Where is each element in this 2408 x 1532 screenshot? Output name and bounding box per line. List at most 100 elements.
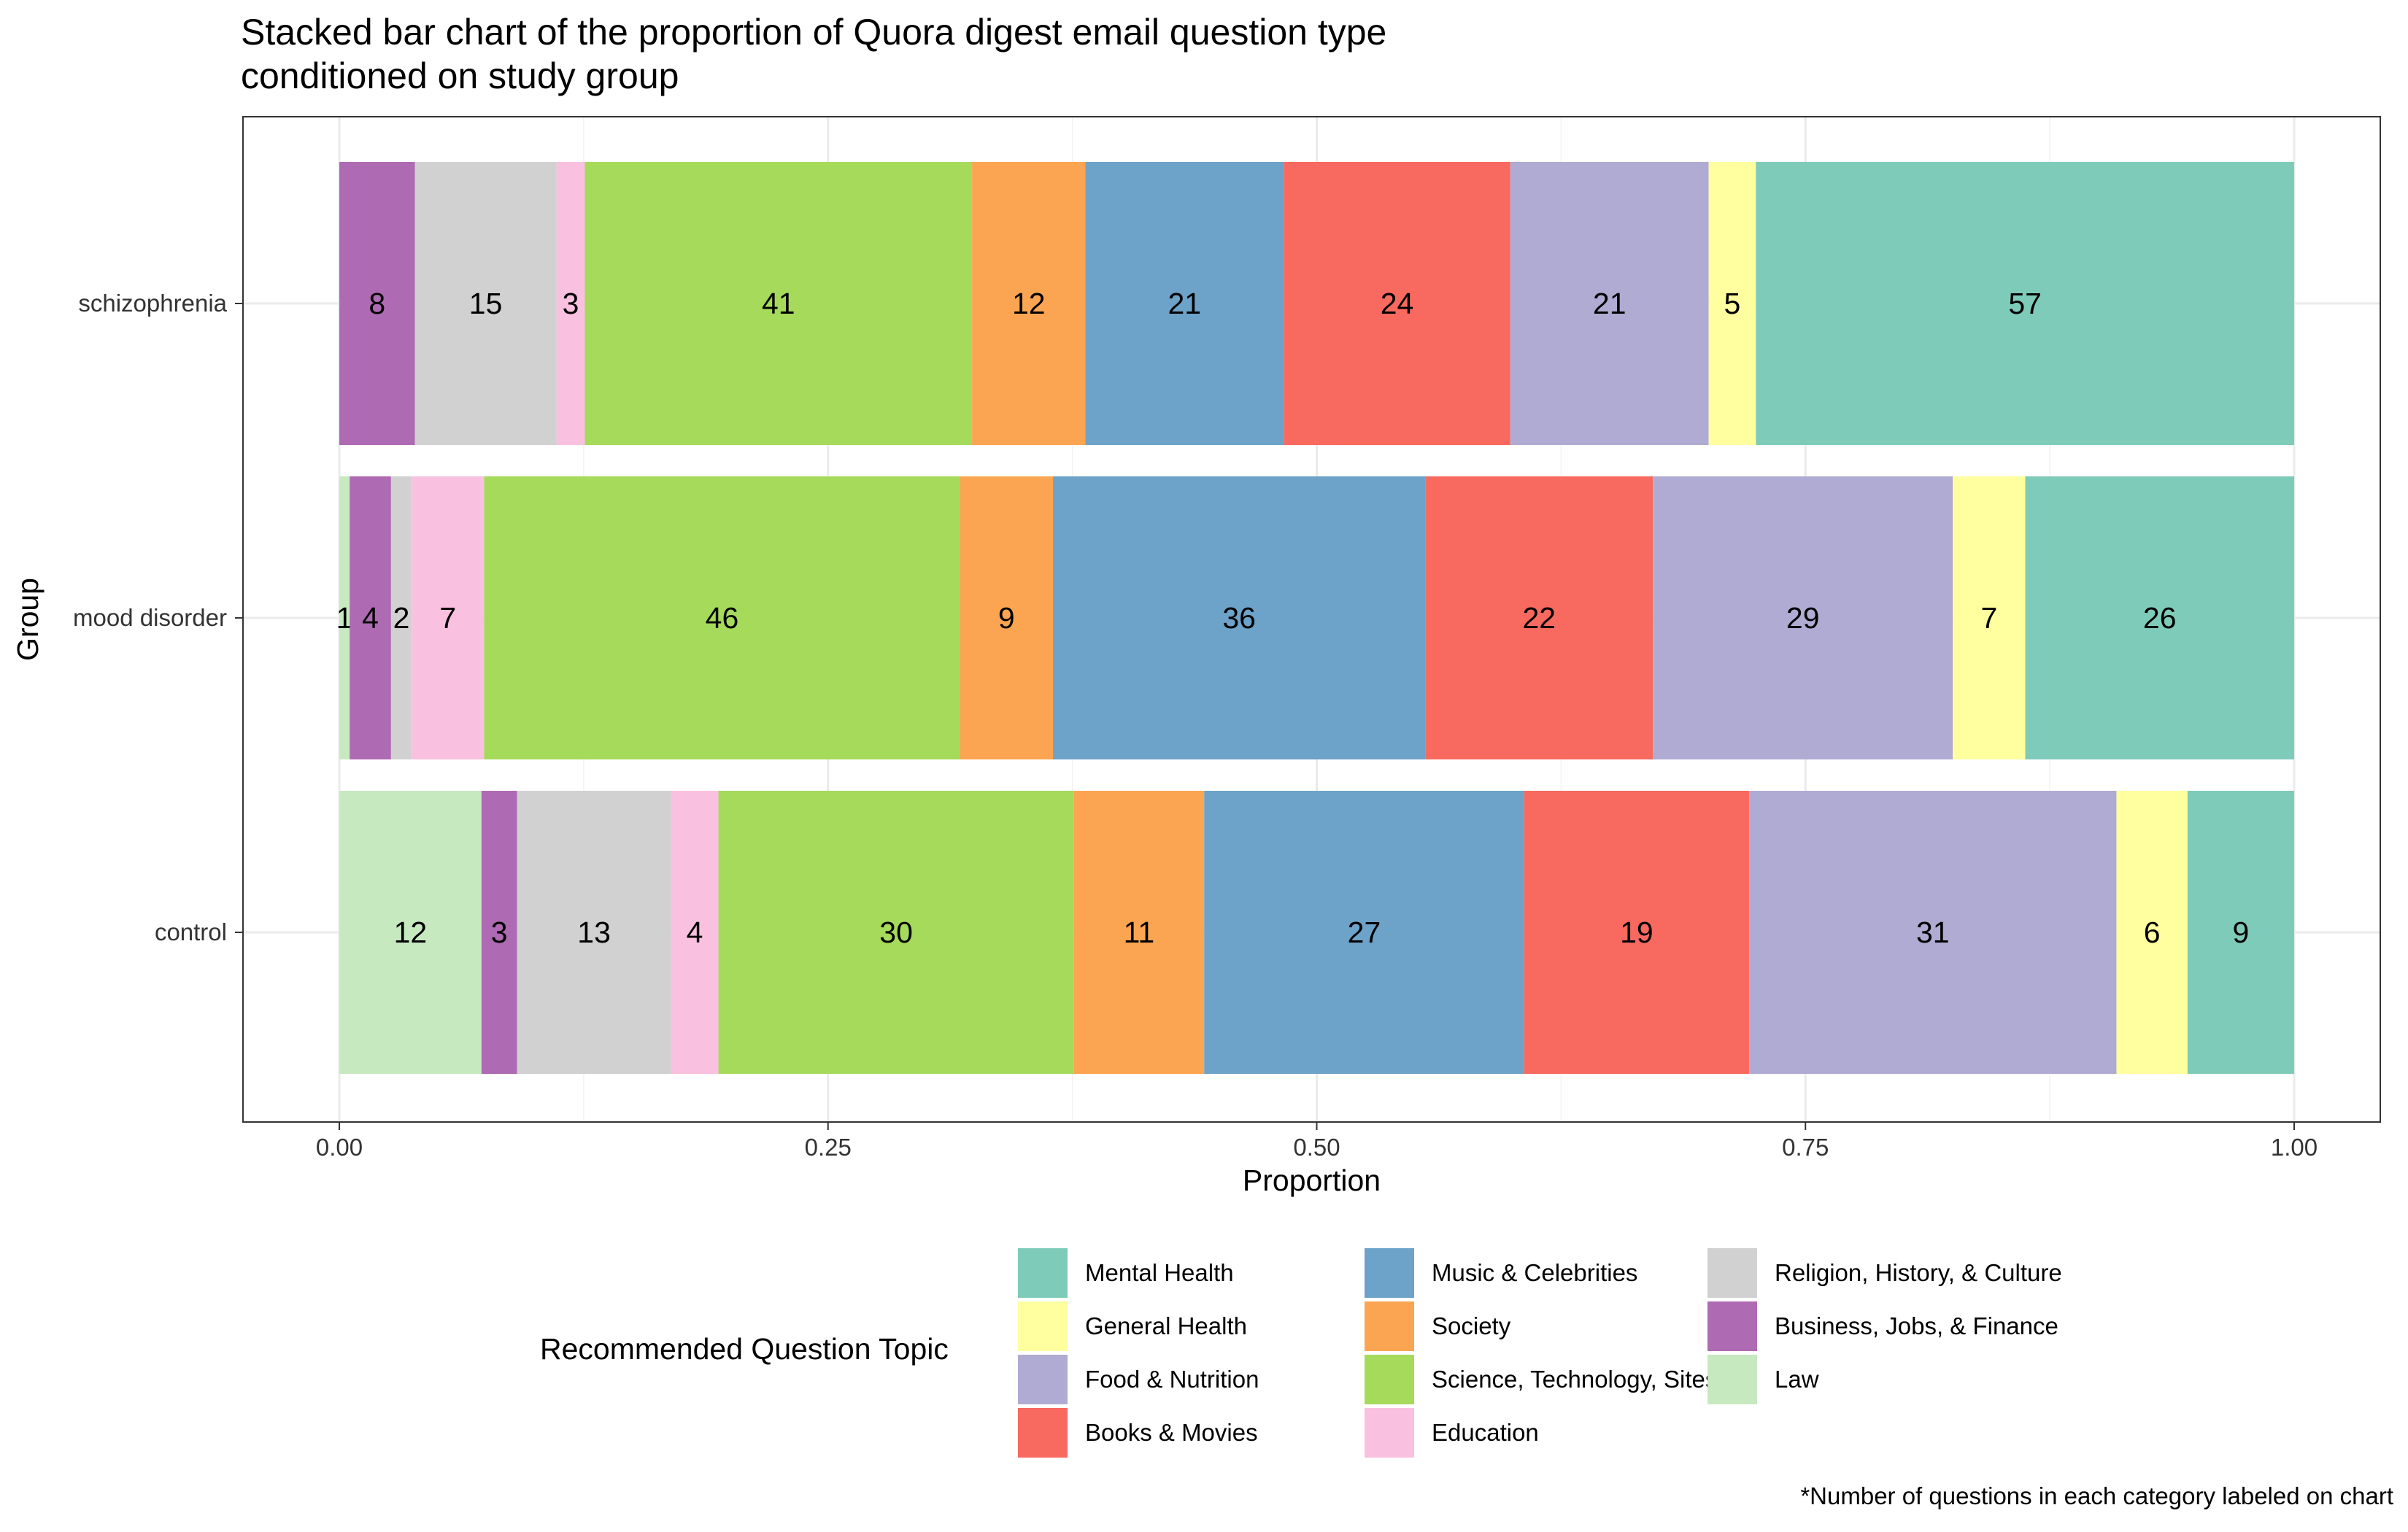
legend-key <box>1365 1407 1414 1458</box>
legend-key <box>1707 1247 1757 1298</box>
legend-key <box>1707 1354 1757 1404</box>
legend-label: Music & Celebrities <box>1432 1258 1638 1286</box>
legend-key <box>1018 1301 1068 1351</box>
segment-label: 11 <box>1124 916 1155 949</box>
segment-label: 7 <box>439 601 456 635</box>
legend-title: Recommended Question Topic <box>540 1332 949 1366</box>
segment-label: 19 <box>1620 916 1653 949</box>
bar-segment <box>1204 791 1524 1074</box>
legend-key <box>1018 1354 1068 1404</box>
legend-label: Religion, History, & Culture <box>1775 1258 2062 1286</box>
legend-key <box>1707 1301 1757 1351</box>
bar-segment <box>1756 162 2294 445</box>
legend-item: Food & Nutrition <box>1018 1353 1365 1406</box>
bar-segment <box>556 162 585 445</box>
bar-segment <box>1749 791 2117 1074</box>
segment-label: 2 <box>393 601 410 635</box>
x-tick-label: 0.50 <box>1293 1134 1340 1161</box>
legend: Mental Health General Health Food & Nutrit… <box>1018 1246 2087 1459</box>
segment-label: 3 <box>563 287 579 320</box>
segment-label: 41 <box>762 287 795 320</box>
legend-label: Books & Movies <box>1085 1418 1258 1446</box>
segment-label: 9 <box>998 601 1015 635</box>
bar-segment <box>517 791 671 1074</box>
segment-label: 15 <box>469 287 503 320</box>
x-tick-label: 0.00 <box>316 1134 363 1161</box>
legend-label: Education <box>1432 1418 1539 1446</box>
segment-label: 8 <box>368 287 385 320</box>
segment-label: 57 <box>2008 287 2042 320</box>
segment-label: 1 <box>336 601 353 635</box>
legend-item: Education <box>1365 1406 1707 1459</box>
segment-label: 9 <box>2233 916 2250 949</box>
segment-label: 21 <box>1593 287 1626 320</box>
bar-segment <box>484 476 960 759</box>
bar-segment <box>390 476 412 759</box>
bar-segment <box>1085 162 1284 445</box>
legend-key <box>1018 1247 1068 1298</box>
x-tick-label: 0.25 <box>805 1134 852 1161</box>
segment-label: 3 <box>491 916 508 949</box>
legend-item: Science, Technology, Sites <box>1365 1353 1717 1406</box>
bar-segment <box>350 476 391 759</box>
legend-item: Music & Celebrities <box>1365 1246 1707 1299</box>
legend-label: Law <box>1775 1365 1819 1393</box>
bar-segment <box>1953 476 2026 759</box>
bar-segment <box>960 476 1054 759</box>
bar-segment <box>412 476 485 759</box>
bar-segment <box>414 162 557 445</box>
bar-segment <box>972 162 1086 445</box>
legend-key <box>1365 1247 1414 1298</box>
legend-key <box>1018 1407 1068 1458</box>
legend-key <box>1365 1354 1414 1404</box>
x-tick-label: 1.00 <box>2271 1134 2318 1161</box>
y-axis-title: Group <box>11 578 45 661</box>
segment-label: 12 <box>1012 287 1046 320</box>
bar-segment <box>339 791 482 1074</box>
bar-segment <box>1053 476 1426 759</box>
segment-label: 7 <box>1980 601 1997 635</box>
x-tick-label: 0.75 <box>1782 1134 1829 1161</box>
segment-label: 36 <box>1222 601 1256 635</box>
y-tick-label: control <box>155 918 227 945</box>
x-axis-title: Proportion <box>1243 1164 1381 1197</box>
legend-item: Books & Movies <box>1018 1406 1365 1459</box>
y-tick-label: schizophrenia <box>78 290 227 317</box>
bar-segment <box>1073 791 1205 1074</box>
bar-segment <box>1425 476 1653 759</box>
bar-group-control: 12 3 13 4 30 11 27 19 31 6 9 <box>339 791 2294 1074</box>
chart-title: Stacked bar chart of the proportion of Q… <box>241 12 1387 96</box>
bar-segment <box>671 791 719 1074</box>
legend-label: Mental Health <box>1085 1258 1234 1286</box>
bar-group-schizophrenia: 8 15 3 41 12 21 24 21 5 57 <box>339 162 2294 445</box>
bar-group-mood-disorder: 1 4 2 7 46 9 36 22 29 7 26 <box>336 476 2294 759</box>
segment-label: 4 <box>687 916 703 949</box>
segment-label: 31 <box>1916 916 1950 949</box>
segment-label: 4 <box>362 601 379 635</box>
segment-label: 26 <box>2143 601 2177 635</box>
legend-item: Religion, History, & Culture <box>1707 1246 2087 1299</box>
legend-item: Society <box>1365 1299 1707 1353</box>
legend-label: General Health <box>1085 1312 1247 1339</box>
bar-segment <box>339 476 350 759</box>
legend-label: Business, Jobs, & Finance <box>1775 1312 2058 1339</box>
bar-segment <box>2187 791 2294 1074</box>
bar-segment <box>1524 791 1750 1074</box>
bar-segment <box>339 162 415 445</box>
bar-segment <box>718 791 1074 1074</box>
legend-item: Business, Jobs, & Finance <box>1707 1299 2087 1353</box>
bar-segment <box>1653 476 1953 759</box>
axis-layer: 0.00 0.25 0.50 0.75 1.00 schizophrenia mood di… <box>73 290 2318 1161</box>
bar-segment <box>2116 791 2188 1074</box>
segment-label: 29 <box>1786 601 1820 635</box>
legend-item: Law <box>1707 1353 2087 1406</box>
segment-label: 27 <box>1348 916 1381 949</box>
segment-label: 24 <box>1381 287 1414 320</box>
segment-label: 30 <box>879 916 913 949</box>
bar-segment <box>1708 162 1756 445</box>
segment-label: 46 <box>706 601 739 635</box>
y-tick-label: mood disorder <box>73 604 227 631</box>
bar-segment <box>584 162 973 445</box>
bar-segment <box>2025 476 2294 759</box>
